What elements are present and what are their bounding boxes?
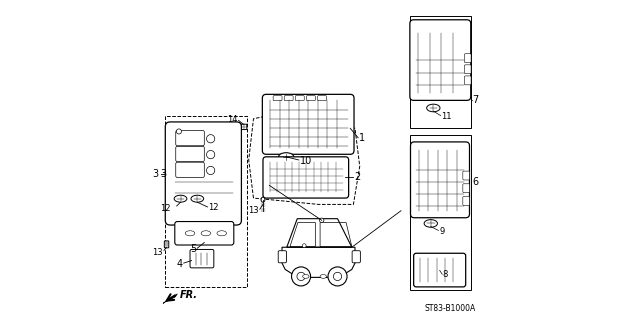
FancyBboxPatch shape bbox=[176, 146, 204, 162]
Circle shape bbox=[292, 267, 311, 286]
Circle shape bbox=[206, 166, 215, 175]
FancyBboxPatch shape bbox=[464, 54, 471, 63]
Ellipse shape bbox=[320, 275, 326, 278]
Text: 12: 12 bbox=[161, 204, 171, 213]
Text: 7: 7 bbox=[473, 95, 478, 105]
Ellipse shape bbox=[185, 231, 195, 236]
Circle shape bbox=[333, 272, 341, 281]
Circle shape bbox=[328, 267, 347, 286]
Bar bbox=[164, 116, 247, 287]
Text: 6: 6 bbox=[472, 177, 478, 187]
FancyBboxPatch shape bbox=[464, 76, 471, 85]
FancyBboxPatch shape bbox=[463, 171, 469, 180]
FancyBboxPatch shape bbox=[278, 251, 287, 263]
Ellipse shape bbox=[201, 231, 211, 236]
FancyBboxPatch shape bbox=[306, 96, 315, 101]
FancyBboxPatch shape bbox=[352, 251, 361, 263]
FancyBboxPatch shape bbox=[262, 94, 354, 154]
Text: 3: 3 bbox=[152, 169, 159, 179]
FancyBboxPatch shape bbox=[464, 65, 471, 74]
Text: 4: 4 bbox=[176, 259, 183, 269]
FancyBboxPatch shape bbox=[296, 96, 304, 101]
Text: 1: 1 bbox=[359, 133, 365, 143]
Ellipse shape bbox=[427, 104, 440, 112]
Circle shape bbox=[206, 135, 215, 143]
FancyBboxPatch shape bbox=[463, 196, 469, 205]
Text: FR.: FR. bbox=[180, 290, 197, 300]
Text: 12: 12 bbox=[208, 203, 218, 212]
Text: 11: 11 bbox=[441, 112, 452, 121]
FancyBboxPatch shape bbox=[165, 122, 241, 225]
FancyBboxPatch shape bbox=[190, 250, 214, 268]
Ellipse shape bbox=[303, 275, 309, 278]
Ellipse shape bbox=[174, 195, 187, 202]
Bar bbox=[410, 16, 471, 128]
Text: 13: 13 bbox=[152, 248, 163, 257]
Polygon shape bbox=[163, 294, 177, 303]
FancyBboxPatch shape bbox=[175, 221, 234, 245]
Ellipse shape bbox=[424, 220, 438, 227]
Text: 10: 10 bbox=[299, 156, 311, 166]
Circle shape bbox=[297, 272, 305, 281]
FancyBboxPatch shape bbox=[273, 96, 282, 101]
Circle shape bbox=[319, 218, 324, 222]
Text: 3: 3 bbox=[160, 169, 166, 179]
Ellipse shape bbox=[278, 153, 294, 161]
FancyBboxPatch shape bbox=[164, 241, 169, 248]
Ellipse shape bbox=[191, 195, 204, 202]
Circle shape bbox=[176, 129, 182, 134]
FancyBboxPatch shape bbox=[463, 184, 469, 193]
Text: ST83-B1000A: ST83-B1000A bbox=[424, 304, 476, 313]
FancyBboxPatch shape bbox=[410, 20, 471, 100]
Ellipse shape bbox=[217, 231, 227, 236]
Text: 13: 13 bbox=[248, 206, 258, 215]
Ellipse shape bbox=[261, 197, 265, 202]
Circle shape bbox=[303, 244, 306, 248]
Circle shape bbox=[206, 150, 215, 159]
Text: 2: 2 bbox=[354, 172, 361, 182]
FancyBboxPatch shape bbox=[241, 124, 247, 130]
Text: 5: 5 bbox=[190, 244, 196, 254]
FancyBboxPatch shape bbox=[176, 131, 204, 146]
Text: 9: 9 bbox=[439, 227, 444, 236]
FancyBboxPatch shape bbox=[284, 96, 293, 101]
FancyBboxPatch shape bbox=[410, 142, 469, 218]
FancyBboxPatch shape bbox=[263, 157, 348, 198]
FancyBboxPatch shape bbox=[318, 96, 326, 101]
FancyBboxPatch shape bbox=[413, 253, 466, 287]
Text: 14: 14 bbox=[227, 115, 238, 124]
Bar bbox=[410, 135, 471, 290]
FancyBboxPatch shape bbox=[176, 162, 204, 178]
Text: 8: 8 bbox=[443, 270, 448, 279]
